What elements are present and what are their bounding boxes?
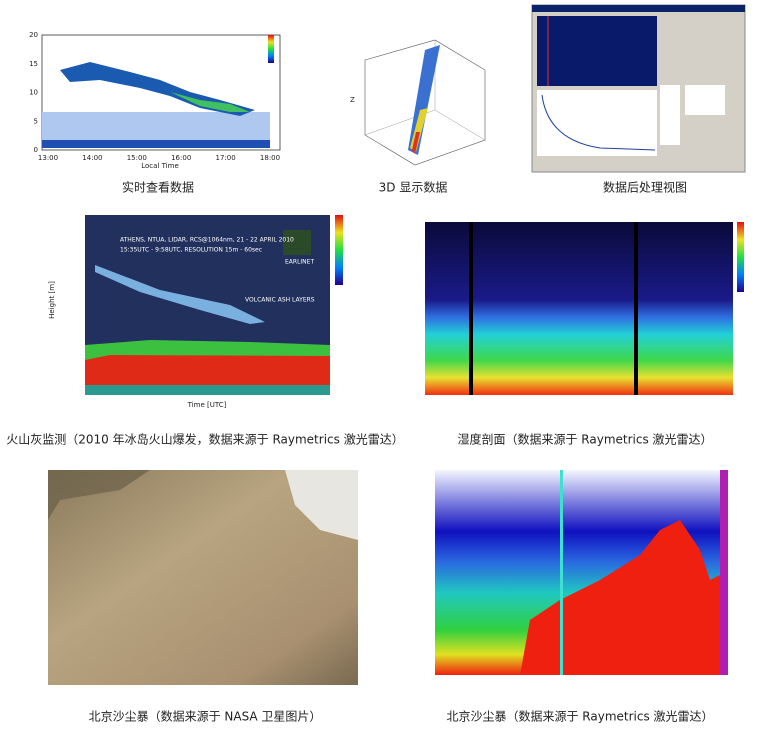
dust-lidar-plot bbox=[435, 470, 728, 675]
x-tick-label: 17:00 bbox=[216, 154, 236, 162]
surface bbox=[412, 132, 420, 154]
x-tick-label: 14:00 bbox=[82, 154, 102, 162]
3d-plot: Z bbox=[350, 39, 486, 166]
x-tick-label: 16:00 bbox=[171, 154, 191, 162]
ground-layer bbox=[42, 140, 270, 148]
x-tick-label: 15:00 bbox=[127, 154, 147, 162]
realtime-plot: 0 5 10 15 20 13:00 14:00 15:00 16:00 17:00 18:00 Lo… bbox=[29, 31, 281, 170]
dust-layer bbox=[520, 520, 720, 675]
humidity-plot bbox=[425, 222, 744, 395]
layer bbox=[85, 340, 330, 360]
plot-area bbox=[425, 222, 733, 395]
profile bbox=[541, 94, 656, 151]
y-axis-label: Height [m] bbox=[48, 281, 56, 319]
clouds bbox=[285, 470, 358, 540]
satellite-photo bbox=[48, 470, 358, 685]
caption: 数据后处理视图 bbox=[603, 180, 687, 195]
y-tick-label: 15 bbox=[29, 60, 38, 68]
list-box bbox=[660, 85, 680, 145]
colorbar bbox=[737, 222, 744, 292]
y-tick-label: 5 bbox=[34, 117, 38, 125]
gap bbox=[634, 222, 638, 395]
x-axis-label: Local Time bbox=[141, 162, 179, 170]
x-tick-label: 18:00 bbox=[260, 154, 280, 162]
annotation: VOLCANIC ASH LAYERS bbox=[245, 297, 315, 304]
ash-layer bbox=[95, 265, 265, 324]
gap bbox=[469, 222, 473, 395]
edge-band bbox=[720, 470, 728, 675]
text-box bbox=[685, 85, 725, 115]
software-screenshot bbox=[531, 4, 746, 173]
streak bbox=[560, 470, 563, 675]
layer bbox=[85, 355, 330, 385]
colorbar bbox=[335, 215, 343, 285]
caption: 北京沙尘暴（数据来源于 Raymetrics 激光雷达） bbox=[446, 709, 713, 724]
y-tick-label: 10 bbox=[29, 89, 38, 97]
badge: EARLINET bbox=[285, 259, 314, 266]
volcanic-plot: ATHENS, NTUA, LIDAR, RCS@1064nm, 21 - 22… bbox=[48, 215, 343, 409]
caption: 实时查看数据 bbox=[122, 180, 194, 195]
plot-subtitle: 15:35UTC - 9:58UTC, RESOLUTION 15m - 60s… bbox=[120, 247, 262, 254]
edge bbox=[434, 109, 486, 141]
layer bbox=[85, 385, 330, 395]
caption: 3D 显示数据 bbox=[379, 180, 448, 195]
plot-title: ATHENS, NTUA, LIDAR, RCS@1064nm, 21 - 22… bbox=[120, 237, 294, 244]
badge-bg bbox=[283, 230, 311, 255]
caption: 湿度剖面（数据来源于 Raymetrics 激光雷达） bbox=[457, 432, 712, 447]
caption: 火山灰监测（2010 年冰岛火山爆发，数据来源于 Raymetrics 激光雷达… bbox=[6, 432, 403, 447]
plot-view bbox=[537, 16, 657, 86]
axis-label: Z bbox=[350, 96, 355, 104]
cloud-core bbox=[170, 92, 250, 112]
title-bar bbox=[532, 5, 745, 12]
x-axis-label: Time [UTC] bbox=[187, 401, 227, 409]
y-tick-label: 0 bbox=[34, 146, 38, 154]
caption: 北京沙尘暴（数据来源于 NASA 卫星图片） bbox=[89, 709, 322, 724]
profile-view bbox=[537, 90, 657, 156]
x-tick-label: 13:00 bbox=[38, 154, 58, 162]
mountains bbox=[48, 470, 150, 520]
y-tick-label: 20 bbox=[29, 31, 38, 39]
colorbar bbox=[268, 35, 274, 63]
